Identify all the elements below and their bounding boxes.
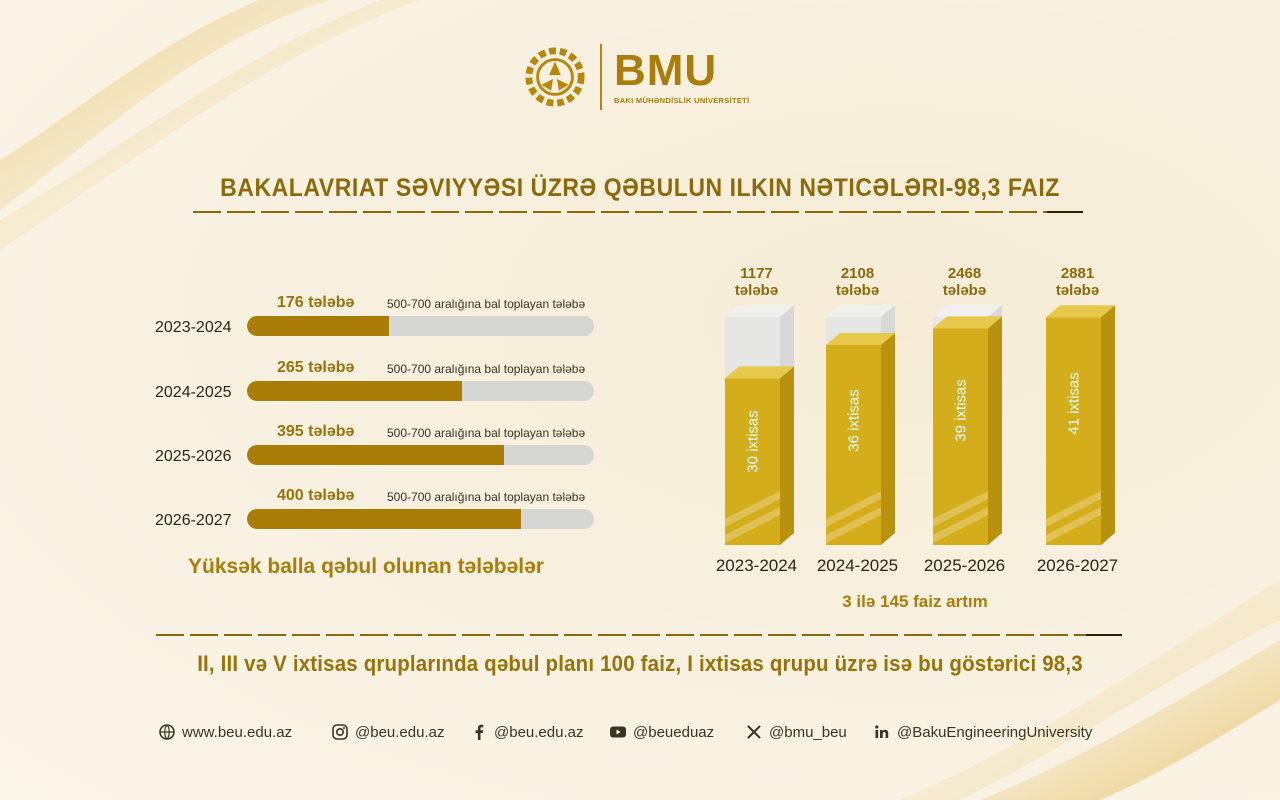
bar-track xyxy=(247,381,594,401)
bar-value-label: 2468 tələbə xyxy=(942,265,987,299)
globe-icon xyxy=(158,723,176,741)
bar-value-label: 176 tələbə xyxy=(277,294,355,311)
linkedin-icon xyxy=(873,723,891,741)
bar-stripe xyxy=(933,491,988,527)
bar-stripe xyxy=(725,491,780,527)
bar xyxy=(247,316,390,336)
bar-stripe xyxy=(826,507,881,543)
quota-statement: II, III və V ixtisas qruplarında qəbul p… xyxy=(197,651,1083,676)
brand-name: BMU xyxy=(614,46,718,95)
bar-note: 500-700 aralığına bal toplayan tələbə xyxy=(387,490,586,504)
bar-track xyxy=(247,509,594,529)
bar-stripe xyxy=(725,507,780,543)
bar-data-label: 30 ixtisas xyxy=(744,409,761,473)
bar-stripe xyxy=(933,507,988,543)
bar xyxy=(1046,317,1101,545)
bar-stripe xyxy=(1046,507,1101,543)
bar-top xyxy=(725,366,794,379)
social-link-label: @beu.edu.az xyxy=(494,723,584,741)
social-link[interactable]: @beu.edu.az xyxy=(331,723,444,741)
bar-side xyxy=(1101,305,1115,545)
bar-category-label: 2023-2024 xyxy=(155,319,232,336)
instagram-icon xyxy=(331,723,349,741)
facebook-icon xyxy=(470,723,488,741)
bar-data-label: 36 ixtisas xyxy=(845,389,862,452)
bar-value-label: 2108 tələbə xyxy=(835,265,880,299)
bar-value-label: 400 tələbə xyxy=(277,487,355,504)
bar-value-label: 2881 tələbə xyxy=(1055,265,1100,299)
social-link[interactable]: @BakuEngineeringUniversity xyxy=(873,723,1092,741)
bar-value-label: 265 tələbə xyxy=(277,359,355,376)
bar-side xyxy=(881,333,895,545)
bar-container-top xyxy=(725,305,794,317)
social-link[interactable]: www.beu.edu.az xyxy=(158,723,292,741)
bar-note: 500-700 aralığına bal toplayan tələbə xyxy=(387,362,586,376)
bar-category-label: 2024-2025 xyxy=(155,384,232,401)
social-link-label: @BakuEngineeringUniversity xyxy=(897,723,1093,741)
bar xyxy=(247,509,522,529)
bar-track xyxy=(247,316,594,336)
bar-value-label: 1177 tələbə xyxy=(734,265,779,299)
bar-category-label: 2024-2025 xyxy=(816,556,899,575)
high-score-chart-title: Yüksək balla qəbul olunan tələbələr xyxy=(188,555,544,578)
bar-track xyxy=(247,445,594,465)
bar xyxy=(247,381,463,401)
bar-stripe xyxy=(826,491,881,527)
bar-stripe xyxy=(1046,491,1101,527)
bmu-emblem-icon xyxy=(525,47,585,107)
bar-category-label: 2026-2027 xyxy=(1036,556,1119,575)
bar xyxy=(826,345,881,545)
bottom-divider xyxy=(156,634,1122,636)
bar-category-label: 2025-2026 xyxy=(923,556,1006,575)
social-link[interactable]: @beu.edu.az xyxy=(470,723,583,741)
brand-subtitle: BAKI MÜHƏNDİSLİK UNİVERSİTETİ xyxy=(614,96,750,105)
social-link[interactable]: @bmu_beu xyxy=(745,723,847,741)
social-link-label: @beueduaz xyxy=(633,723,715,741)
bar-top xyxy=(933,316,1002,329)
social-link-label: @beu.edu.az xyxy=(355,723,445,741)
x-icon xyxy=(745,723,763,741)
bar-category-label: 2023-2024 xyxy=(715,556,798,575)
bar-data-label: 39 ixtisas xyxy=(952,378,969,442)
bar-data-label: 41 ixtisas xyxy=(1065,372,1082,435)
bar-container-top xyxy=(826,305,895,317)
bar-top xyxy=(1046,305,1115,318)
logo-divider xyxy=(600,44,602,110)
bar-note: 500-700 aralığına bal toplayan tələbə xyxy=(387,426,586,440)
social-link[interactable]: @beueduaz xyxy=(609,723,714,741)
admissions-chart-title: 3 ilə 145 faiz artım xyxy=(842,592,988,611)
bar-value-label: 395 tələbə xyxy=(277,423,355,440)
bar-side xyxy=(780,366,794,545)
youtube-icon xyxy=(609,723,627,741)
bar-category-label: 2025-2026 xyxy=(155,448,232,465)
social-link-label: @bmu_beu xyxy=(769,723,847,741)
university-logo: BMU BAKI MÜHƏNDİSLİK UNİVERSİTETİ xyxy=(524,44,749,110)
bar-side xyxy=(988,316,1002,545)
page-title: BAKALAVRIAT SƏVIYYƏSI ÜZRƏ QƏBULUN ILKIN… xyxy=(220,174,1060,202)
bar xyxy=(725,378,780,545)
title-underline xyxy=(193,211,1083,213)
bar xyxy=(247,445,504,465)
social-link-label: www.beu.edu.az xyxy=(182,723,293,741)
bar-container-top xyxy=(933,305,1002,317)
bar xyxy=(933,328,988,545)
bar-note: 500-700 aralığına bal toplayan tələbə xyxy=(387,297,586,311)
bar-top xyxy=(826,333,895,345)
bar-category-label: 2026-2027 xyxy=(155,512,232,529)
